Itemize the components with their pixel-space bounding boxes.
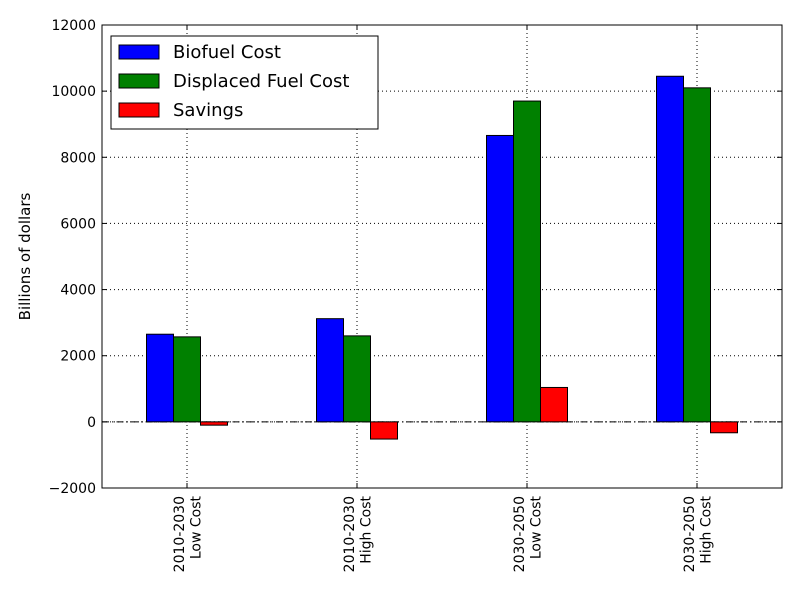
bar bbox=[540, 386, 568, 423]
y-tick-label: 10000 bbox=[51, 84, 96, 100]
plot-frame bbox=[101, 24, 783, 489]
legend-label: Savings bbox=[173, 100, 243, 121]
bar bbox=[370, 421, 398, 440]
bars bbox=[146, 75, 738, 440]
x-tick-label: 2030-2050 bbox=[512, 496, 528, 572]
y-axis-ticks: −2000 0 2000 4000 6000 8000 10000 12000 bbox=[49, 18, 782, 497]
bar bbox=[710, 421, 738, 434]
y-tick-label: 2000 bbox=[60, 349, 96, 365]
x-axis-ticks: 2010-2030 Low Cost 2010-2030 High Cost 2030-… bbox=[172, 25, 715, 573]
bar bbox=[200, 421, 228, 426]
x-tick-label: High Cost bbox=[358, 496, 374, 564]
legend-label: Biofuel Cost bbox=[173, 42, 281, 63]
y-tick-label: 0 bbox=[87, 415, 96, 431]
y-tick-label: 4000 bbox=[60, 283, 96, 299]
x-tick-label-group: 2030-2050 Low Cost bbox=[512, 496, 545, 573]
y-axis-label: Billions of dollars bbox=[16, 192, 34, 320]
x-tick-label-group: 2030-2050 High Cost bbox=[682, 496, 715, 573]
bar bbox=[343, 335, 371, 423]
bar bbox=[486, 134, 514, 423]
legend-swatch bbox=[118, 44, 160, 60]
x-tick-label-group: 2010-2030 High Cost bbox=[342, 496, 375, 573]
y-tick-label: 6000 bbox=[60, 216, 96, 232]
bar bbox=[513, 100, 541, 423]
bar bbox=[173, 336, 201, 423]
x-tick-label: High Cost bbox=[698, 496, 714, 564]
legend-swatch bbox=[118, 73, 160, 89]
x-tick-label-group: 2010-2030 Low Cost bbox=[172, 496, 205, 573]
bar bbox=[146, 333, 174, 423]
legend-label: Displaced Fuel Cost bbox=[173, 71, 349, 92]
x-tick-label: 2030-2050 bbox=[682, 496, 698, 572]
x-tick-label: Low Cost bbox=[528, 496, 544, 560]
bar bbox=[316, 318, 344, 423]
bar bbox=[683, 87, 711, 423]
x-tick-label: 2010-2030 bbox=[172, 496, 188, 572]
x-tick-label: Low Cost bbox=[188, 496, 204, 560]
y-tick-label: −2000 bbox=[49, 481, 96, 497]
bar bbox=[656, 75, 684, 423]
y-tick-label: 8000 bbox=[60, 150, 96, 166]
legend: Biofuel Cost Displaced Fuel Cost Savings bbox=[110, 35, 379, 130]
y-tick-label: 12000 bbox=[51, 18, 96, 34]
legend-swatch bbox=[118, 102, 160, 118]
x-tick-label: 2010-2030 bbox=[342, 496, 358, 572]
